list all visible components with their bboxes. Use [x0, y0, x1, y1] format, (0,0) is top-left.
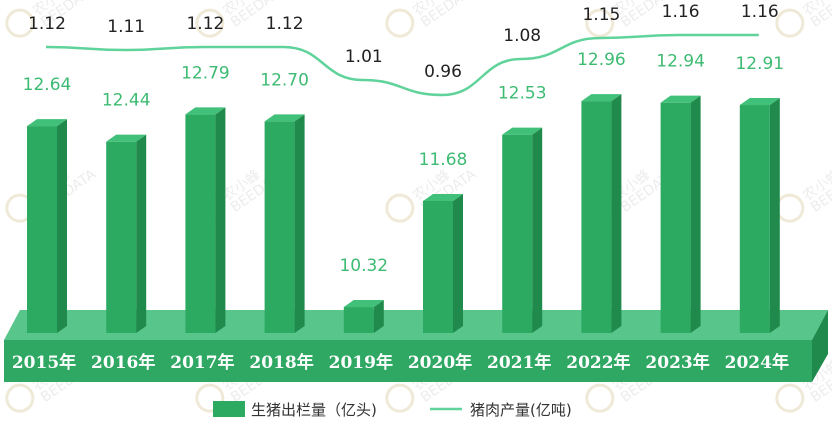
bar-side: [57, 119, 67, 333]
bar-value-label: 12.94: [656, 52, 705, 72]
x-tick-label: 2017年: [170, 352, 234, 373]
bar-side: [769, 98, 780, 334]
bar-side: [611, 94, 622, 334]
x-axis-labels: 2015年 2016年 2017年 2018年 2019年 2020年 2021年 2022年…: [12, 352, 789, 373]
bar: [423, 193, 463, 333]
bar: [185, 107, 226, 333]
bar-value-label: 11.68: [419, 150, 468, 170]
watermark-logo: [385, 193, 415, 223]
bar-value-label: 10.32: [339, 256, 388, 276]
bar-value-label: 12.91: [735, 54, 784, 74]
line-value-label: 1.12: [186, 14, 224, 34]
bar-front: [185, 114, 216, 333]
watermark-logo: [385, 383, 415, 413]
x-tick-label: 2019年: [329, 352, 393, 373]
bar-value-label: 12.53: [498, 84, 547, 104]
floor-side: [812, 310, 828, 382]
bar-front: [502, 134, 533, 333]
watermark-logo: [5, 383, 35, 413]
x-tick-label: 2020年: [408, 352, 472, 373]
data-labels: 12.64 12.44 12.79 12.70 10.32 11.68 12.53 12.96…: [23, 2, 784, 276]
watermark-logo: [195, 8, 225, 38]
bar-front: [343, 307, 374, 333]
x-tick-label: 2015年: [12, 352, 76, 373]
bar: [660, 95, 701, 334]
legend: 生猪出栏量（亿头) 猪肉产量(亿吨): [213, 401, 572, 419]
line-value-label: 1.08: [503, 26, 541, 46]
legend-bar-swatch: [213, 401, 245, 417]
line-series: [45, 33, 759, 97]
bar-top: [264, 114, 305, 122]
x-tick-label: 2022年: [566, 352, 630, 373]
bar-front: [581, 101, 612, 334]
x-tick-label: 2016年: [91, 352, 155, 373]
bar-front: [739, 105, 770, 334]
bar-front: [106, 141, 137, 333]
bar-side: [690, 95, 701, 334]
bar-top: [185, 107, 226, 115]
x-tick-label: 2024年: [725, 352, 789, 373]
bar-side: [453, 193, 463, 333]
x-tick-label: 2018年: [249, 352, 313, 373]
floor-front: [4, 340, 812, 382]
bar-side: [294, 114, 305, 334]
bar-value-label: 12.64: [23, 75, 72, 95]
line-value-label: 1.11: [107, 17, 145, 37]
bar-side: [136, 134, 147, 333]
bar: [739, 98, 780, 334]
bar-value-label: 12.70: [260, 70, 309, 90]
legend-bar-label: 生猪出栏量（亿头): [251, 401, 377, 419]
bar-top: [660, 95, 701, 103]
bar-top: [27, 119, 67, 127]
watermark-logo: [5, 8, 35, 38]
bar: [106, 134, 147, 333]
bar-side: [215, 107, 226, 333]
watermark-logo: [775, 383, 805, 413]
line-value-label: 1.01: [345, 47, 383, 67]
watermark-logo: [585, 383, 615, 413]
bar-top: [581, 94, 622, 102]
bar-top: [423, 193, 463, 201]
bar-side: [373, 300, 384, 333]
bar: [581, 94, 622, 334]
bar-value-label: 12.96: [577, 50, 626, 70]
line-path: [45, 33, 759, 97]
bar-value-label: 12.44: [102, 91, 151, 111]
line-value-label: 1.16: [662, 2, 700, 22]
legend-line-label: 猪肉产量(亿吨): [470, 401, 572, 419]
watermark-logo: [585, 8, 615, 38]
line-value-label: 1.15: [582, 5, 620, 25]
bar-front: [264, 121, 295, 334]
bar-value-label: 12.79: [181, 63, 230, 83]
bar-series: [27, 94, 780, 334]
watermark-logo: [775, 8, 805, 38]
line-value-label: 1.12: [266, 14, 304, 34]
bar: [27, 119, 67, 333]
bar-front: [660, 102, 691, 334]
bar-top: [502, 127, 543, 135]
bar-top: [739, 98, 780, 106]
watermark-logo: [385, 8, 415, 38]
bar: [264, 114, 305, 334]
line-value-label: 1.16: [741, 2, 779, 22]
bar-side: [532, 127, 543, 333]
bar-front: [423, 200, 453, 333]
bar-top: [106, 134, 147, 142]
bar: [343, 300, 384, 333]
line-value-label: 1.12: [28, 14, 66, 34]
bar-front: [27, 126, 57, 333]
bar-top: [343, 300, 384, 308]
line-value-label: 0.96: [424, 62, 462, 82]
x-tick-label: 2021年: [487, 352, 551, 373]
x-tick-label: 2023年: [645, 352, 709, 373]
bar: [502, 127, 543, 333]
